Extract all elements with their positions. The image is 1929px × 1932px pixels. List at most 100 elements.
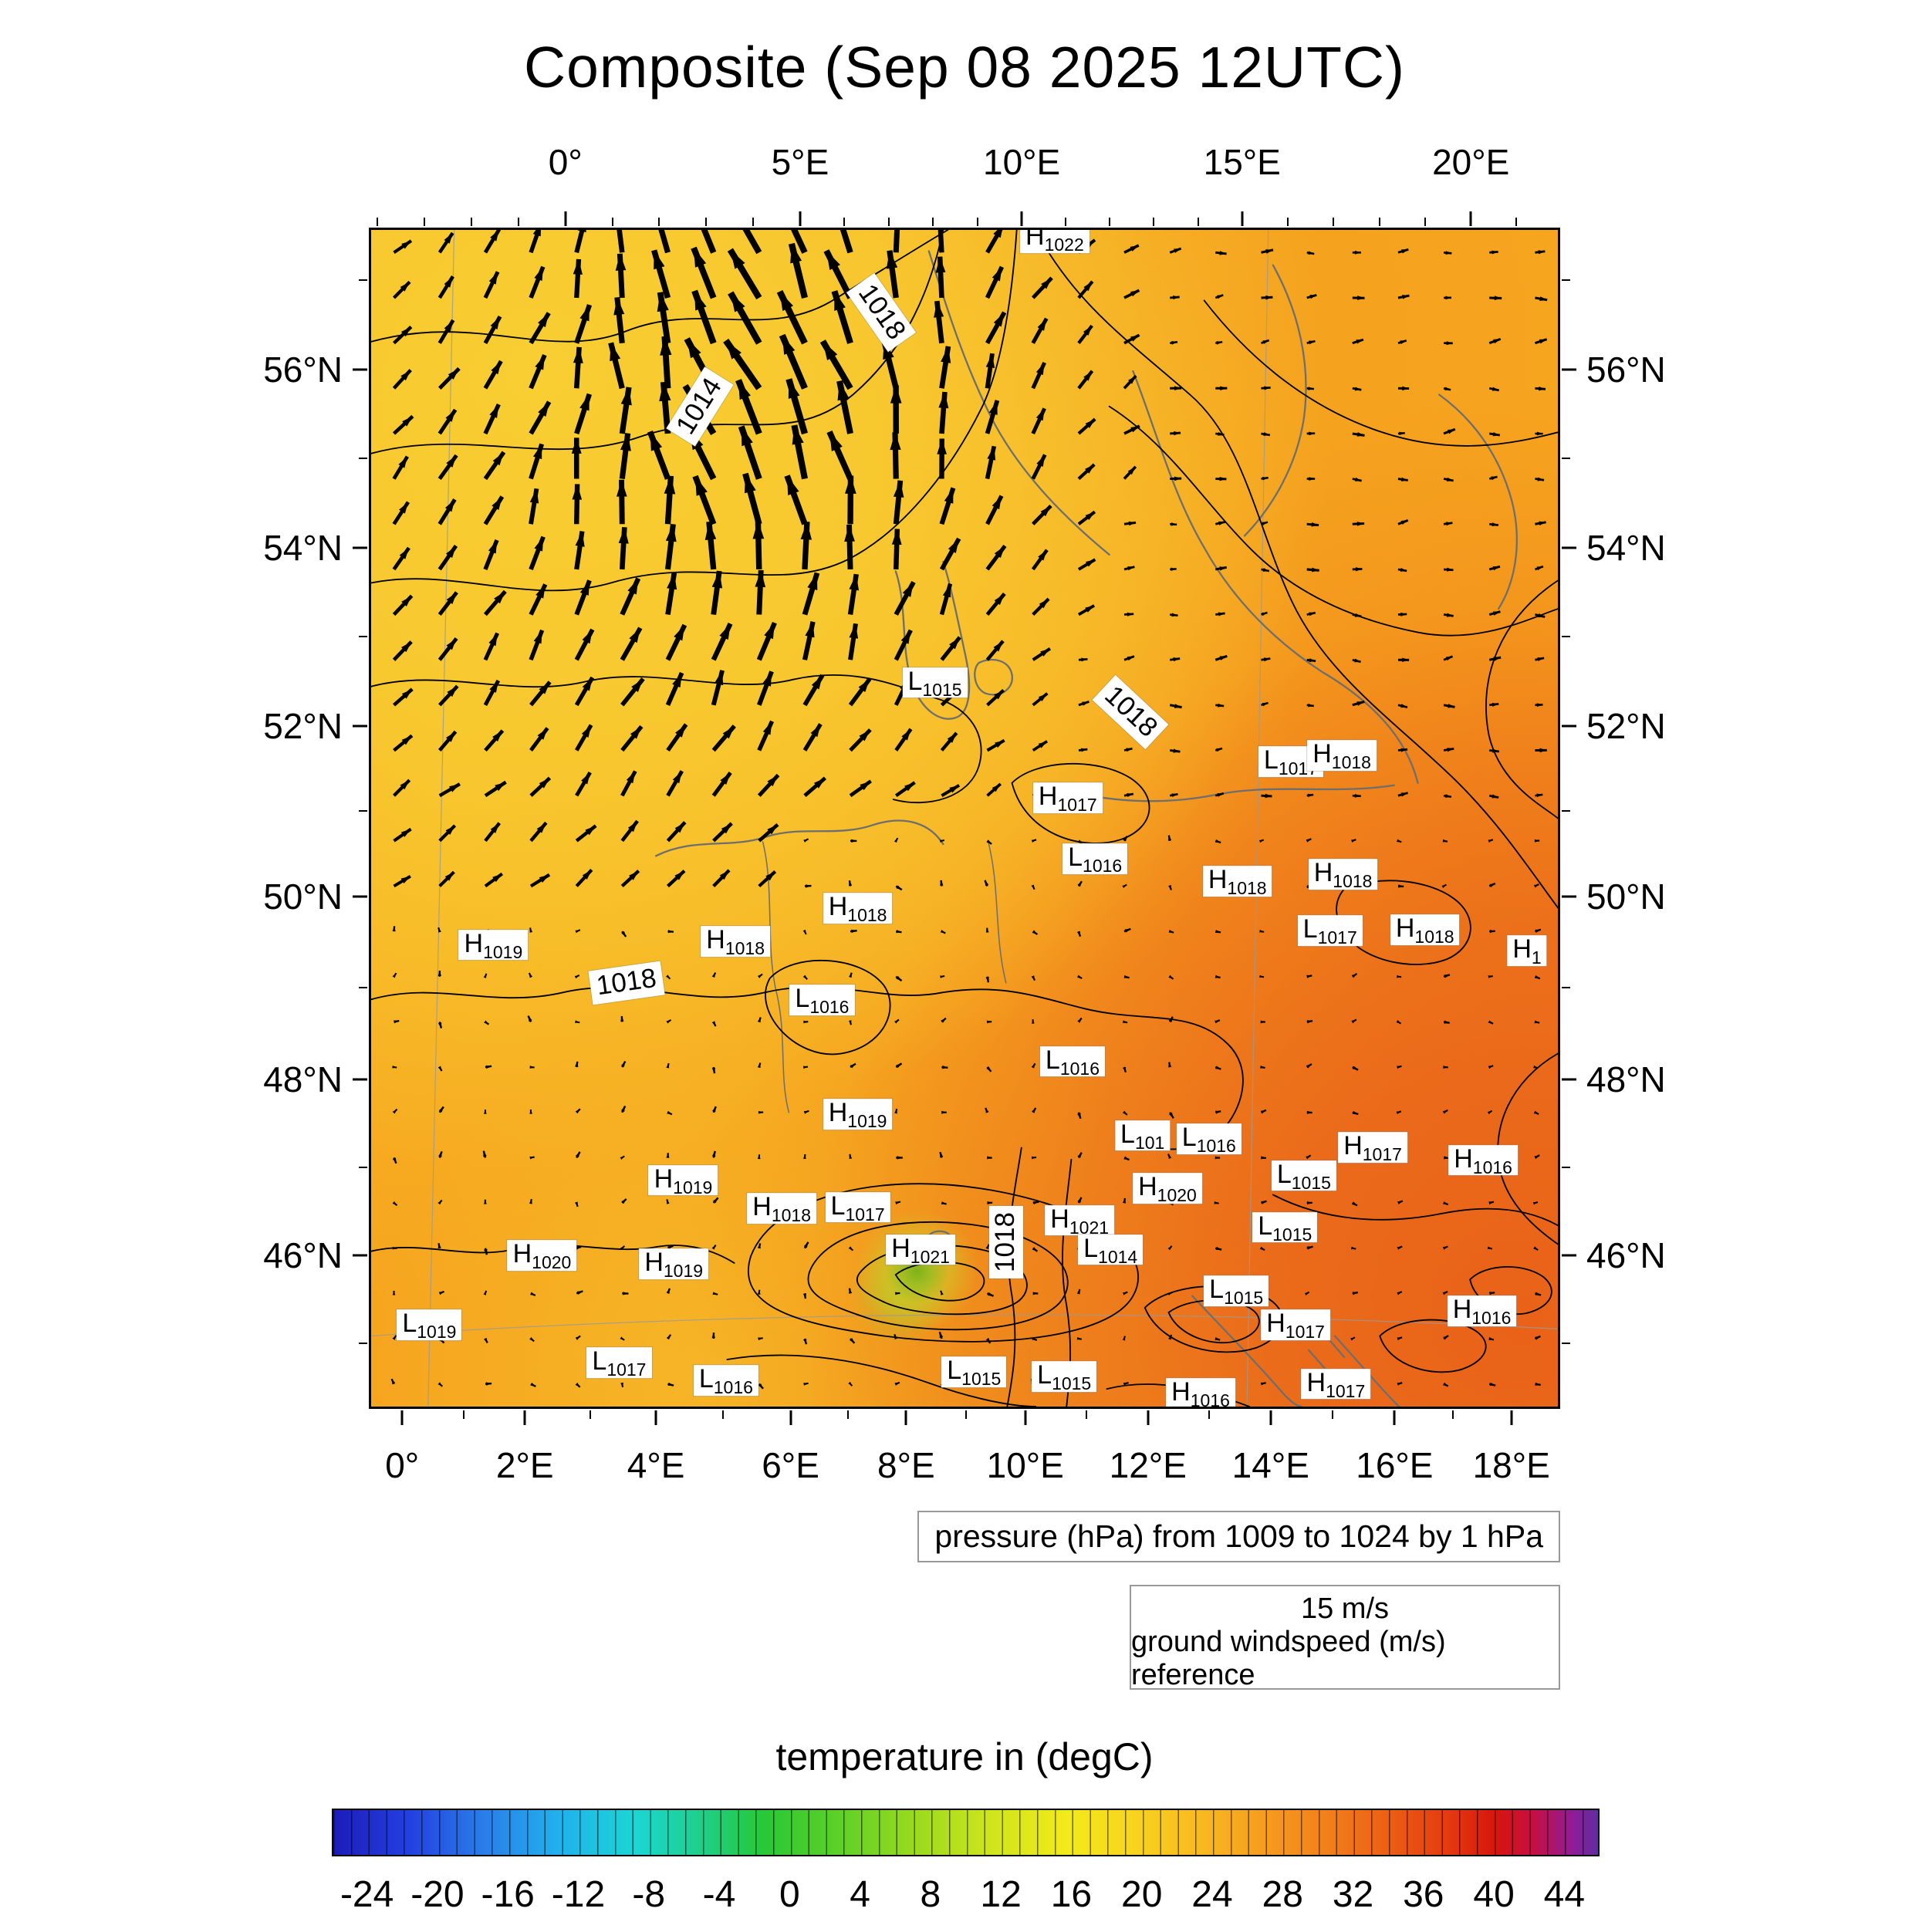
wind-arrow-head	[1537, 432, 1543, 436]
right-axis-label: 52°N	[1586, 705, 1666, 747]
wind-arrow-head	[438, 1382, 443, 1386]
wind-arrow-head	[941, 1201, 947, 1204]
pressure-center-label: H1021	[1045, 1205, 1114, 1236]
pressure-center-label: L1015	[903, 667, 968, 698]
wind-arrow-head	[894, 1383, 899, 1386]
wind-arrow-head	[849, 973, 852, 978]
wind-arrow-head	[1123, 1292, 1127, 1295]
wind-arrow-head	[1488, 1066, 1493, 1069]
wind-arrow-head	[1265, 296, 1272, 300]
wind-arrow-head	[1309, 432, 1315, 436]
pressure-caption: pressure (hPa) from 1009 to 1024 by 1 hP…	[917, 1511, 1560, 1562]
pressure-center-label: H1022	[1020, 228, 1089, 253]
pressure-center-label: H1017	[1033, 782, 1103, 813]
wind-arrow-head	[1401, 520, 1408, 525]
wind-arrow-head	[803, 839, 808, 843]
bottom-axis-label: 6°E	[762, 1444, 819, 1486]
right-axis-tick	[1562, 1078, 1576, 1080]
colorbar-tick-label: -24	[340, 1873, 394, 1916]
pressure-center-label: L1017	[586, 1347, 651, 1378]
wind-arrow-head	[1533, 1202, 1538, 1204]
left-axis-label: 56°N	[263, 349, 343, 390]
wind-arrow-head	[803, 975, 807, 980]
wind-arrow-head	[572, 437, 582, 454]
wind-arrow-head	[1125, 929, 1131, 933]
wind-arrow-head	[1036, 408, 1045, 421]
pressure-center-label: L1015	[1204, 1275, 1269, 1306]
right-axis-tick	[1562, 279, 1570, 281]
pressure-center-label: H1019	[459, 930, 529, 961]
wind-arrow-head	[1355, 478, 1362, 481]
wind-arrow	[576, 230, 585, 252]
wind-arrow-head	[1448, 429, 1455, 434]
wind-arrow-head	[894, 1334, 897, 1339]
wind-arrow-head	[1535, 975, 1540, 978]
right-axis-tick	[1562, 1343, 1570, 1344]
wind-arrow-head	[1168, 885, 1171, 890]
wind-arrow-head	[529, 1337, 534, 1341]
pressure-center-label: L1016	[694, 1365, 758, 1396]
wind-arrow-head	[484, 974, 487, 978]
wind-arrow-head	[1401, 792, 1408, 796]
wind-arrow-head	[1402, 658, 1409, 662]
wind-arrow-head	[782, 335, 796, 354]
wind-arrow-head	[530, 1383, 535, 1387]
wind-arrow-head	[575, 1202, 578, 1207]
top-axis-label: 10°E	[983, 141, 1060, 183]
wind-arrow-head	[1357, 522, 1364, 526]
wind-arrow-head	[1123, 1111, 1127, 1115]
wind-arrow-head	[533, 444, 542, 459]
pressure-center-label: L1017	[1298, 916, 1363, 947]
wind-arrow-head	[758, 1063, 761, 1069]
right-axis-tick	[1562, 987, 1570, 988]
bottom-axis-tick	[789, 1410, 792, 1425]
wind-arrow-head	[1218, 522, 1225, 525]
left-axis-tick	[353, 368, 367, 370]
wind-arrow-head	[667, 1199, 670, 1204]
wind-arrow-head	[987, 1021, 992, 1024]
bottom-axis-label: 8°E	[877, 1444, 935, 1486]
wind-arrow-head	[1127, 566, 1134, 570]
top-axis-tick	[799, 211, 801, 226]
colorbar-segments	[333, 1810, 1598, 1855]
colorbar-tick-label: -16	[481, 1873, 535, 1916]
pressure-center-label: H1016	[1166, 1378, 1235, 1409]
wind-arrow-head	[712, 973, 716, 978]
wind-arrow-head	[1122, 885, 1127, 888]
colorbar-tick-label: 12	[980, 1873, 1021, 1916]
wind-arrow-head	[1082, 701, 1089, 705]
wind-arrow-head	[535, 584, 546, 598]
wind-arrow-head	[667, 1289, 670, 1294]
colorbar-tick-label: 24	[1191, 1873, 1232, 1916]
wind-arrow-head	[1400, 704, 1407, 708]
wind-arrow-head	[807, 573, 817, 590]
left-axis-tick	[353, 546, 367, 549]
wind-arrow-head	[1262, 522, 1268, 525]
top-axis-tick	[843, 218, 845, 226]
wind-arrow-head	[579, 394, 590, 411]
wind-arrow-head	[985, 880, 988, 886]
wind-arrow-head	[1397, 1337, 1403, 1340]
wind-arrow-head	[1356, 339, 1363, 343]
wind-arrow-head	[1443, 1066, 1448, 1069]
colorbar-tick-label: 16	[1051, 1873, 1092, 1916]
wind-arrow-head	[1124, 975, 1130, 978]
wind-arrow-head	[488, 633, 497, 647]
wind-arrow-head	[1535, 930, 1541, 933]
pressure-center-label: L1017	[826, 1192, 890, 1223]
bottom-axis-label: 10°E	[987, 1444, 1064, 1486]
wind-arrow-head	[1218, 793, 1224, 797]
top-axis-tick	[564, 211, 566, 226]
wind-arrow-head	[610, 343, 620, 361]
wind-arrow-head	[1036, 363, 1045, 375]
top-axis-tick	[1198, 218, 1199, 226]
wind-arrow-head	[845, 475, 856, 493]
wind-arrow	[733, 230, 759, 252]
colorbar-gradient	[332, 1809, 1600, 1856]
wind-arrow-head	[1032, 1247, 1038, 1251]
wind-arrow-head	[1215, 1111, 1221, 1114]
wind-arrow-head	[712, 1106, 716, 1112]
top-axis-tick	[1424, 218, 1426, 226]
wind-arrow-head	[534, 630, 542, 644]
